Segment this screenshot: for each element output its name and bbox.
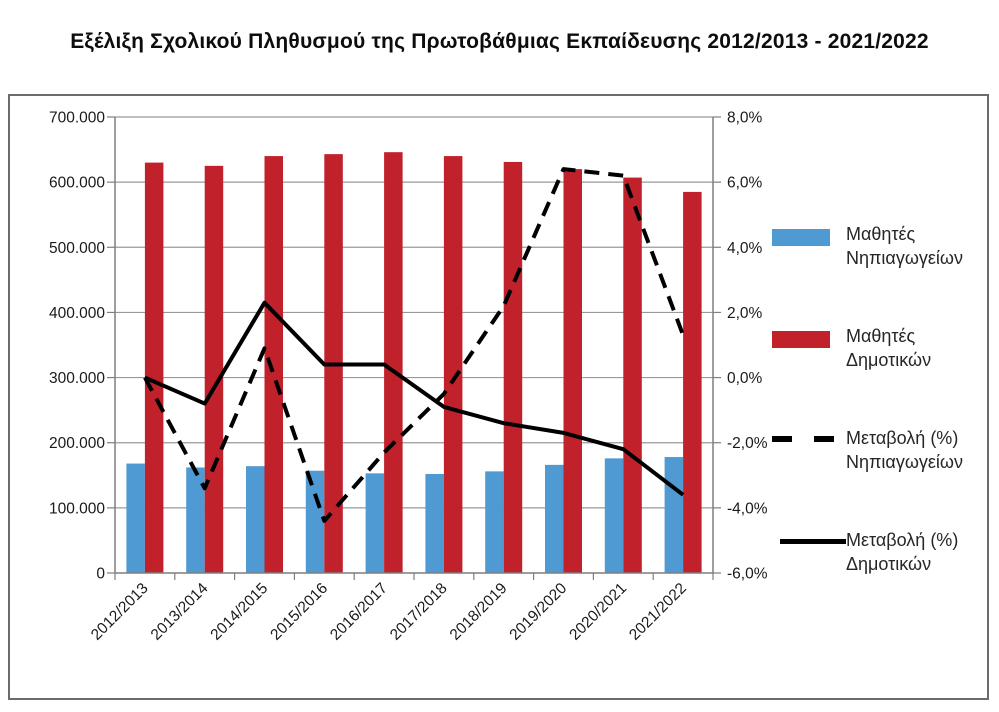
bar-kindergarten: [126, 463, 145, 573]
y-axis-label-left: 300.000: [49, 370, 105, 387]
bar-kindergarten: [246, 466, 265, 573]
y-axis-label-right: 8,0%: [727, 110, 763, 127]
bar-kindergarten: [604, 458, 624, 573]
bar-primary: [683, 191, 702, 573]
chart-box: 700.000 600.000 500.000 400.000 300.000 200.0…: [8, 94, 989, 700]
bar-kindergarten: [305, 470, 325, 573]
x-axis-label: 2014/2015: [207, 580, 271, 644]
x-axis-label: 2018/2019: [447, 580, 511, 644]
y-axis-label-left: 200.000: [49, 435, 105, 452]
bar-kindergarten: [485, 471, 504, 573]
line-change-kindergarten: [143, 167, 685, 523]
y-axis-label-right: 4,0%: [727, 240, 763, 257]
chart-title: Εξέλιξη Σχολικού Πληθυσμού της Πρωτοβάθμ…: [70, 30, 929, 53]
y-axis-label-left: 600.000: [49, 175, 105, 192]
bar-kindergarten: [186, 467, 205, 573]
bar-primary: [144, 162, 164, 573]
y-axis-label-left: 0: [96, 566, 105, 583]
plot-area: 700.000 600.000 500.000 400.000 300.000 200.0…: [49, 110, 768, 644]
bar-kindergarten: [365, 473, 385, 573]
bar-primary: [503, 161, 523, 573]
x-axis-label: 2013/2014: [148, 580, 212, 644]
line-change-primary: [144, 300, 685, 497]
y-axis-label-left: 700.000: [49, 110, 105, 127]
bar-kindergarten: [664, 457, 684, 573]
y-axis-label-left: 400.000: [49, 305, 105, 322]
x-axis-label: 2015/2016: [267, 580, 331, 644]
x-axis-label: 2020/2021: [566, 580, 630, 644]
bar-primary: [623, 177, 642, 573]
x-axis-label: 2021/2022: [626, 580, 690, 644]
bar-kindergarten: [545, 464, 564, 573]
bar-primary: [384, 152, 403, 574]
y-axis-label-right: -6,0%: [727, 566, 768, 583]
bar-primary: [443, 156, 463, 574]
y-axis-label-left: 100.000: [49, 500, 105, 517]
y-axis-label-right: 2,0%: [727, 305, 763, 322]
bar-kindergarten: [425, 473, 444, 573]
y-axis-label-right: -4,0%: [727, 500, 768, 517]
x-axis-label: 2012/2013: [88, 580, 152, 644]
x-axis-label: 2016/2017: [327, 580, 391, 644]
bar-primary: [264, 156, 283, 574]
x-axis-label: 2017/2018: [387, 580, 451, 644]
y-axis-label-left: 500.000: [49, 240, 105, 257]
y-axis-label-right: 0,0%: [727, 370, 763, 387]
x-axis-label: 2019/2020: [506, 580, 570, 644]
y-axis-label-right: 6,0%: [727, 175, 763, 192]
y-axis-label-right: -2,0%: [727, 435, 768, 452]
bar-primary: [204, 165, 224, 573]
bar-primary: [563, 169, 582, 573]
